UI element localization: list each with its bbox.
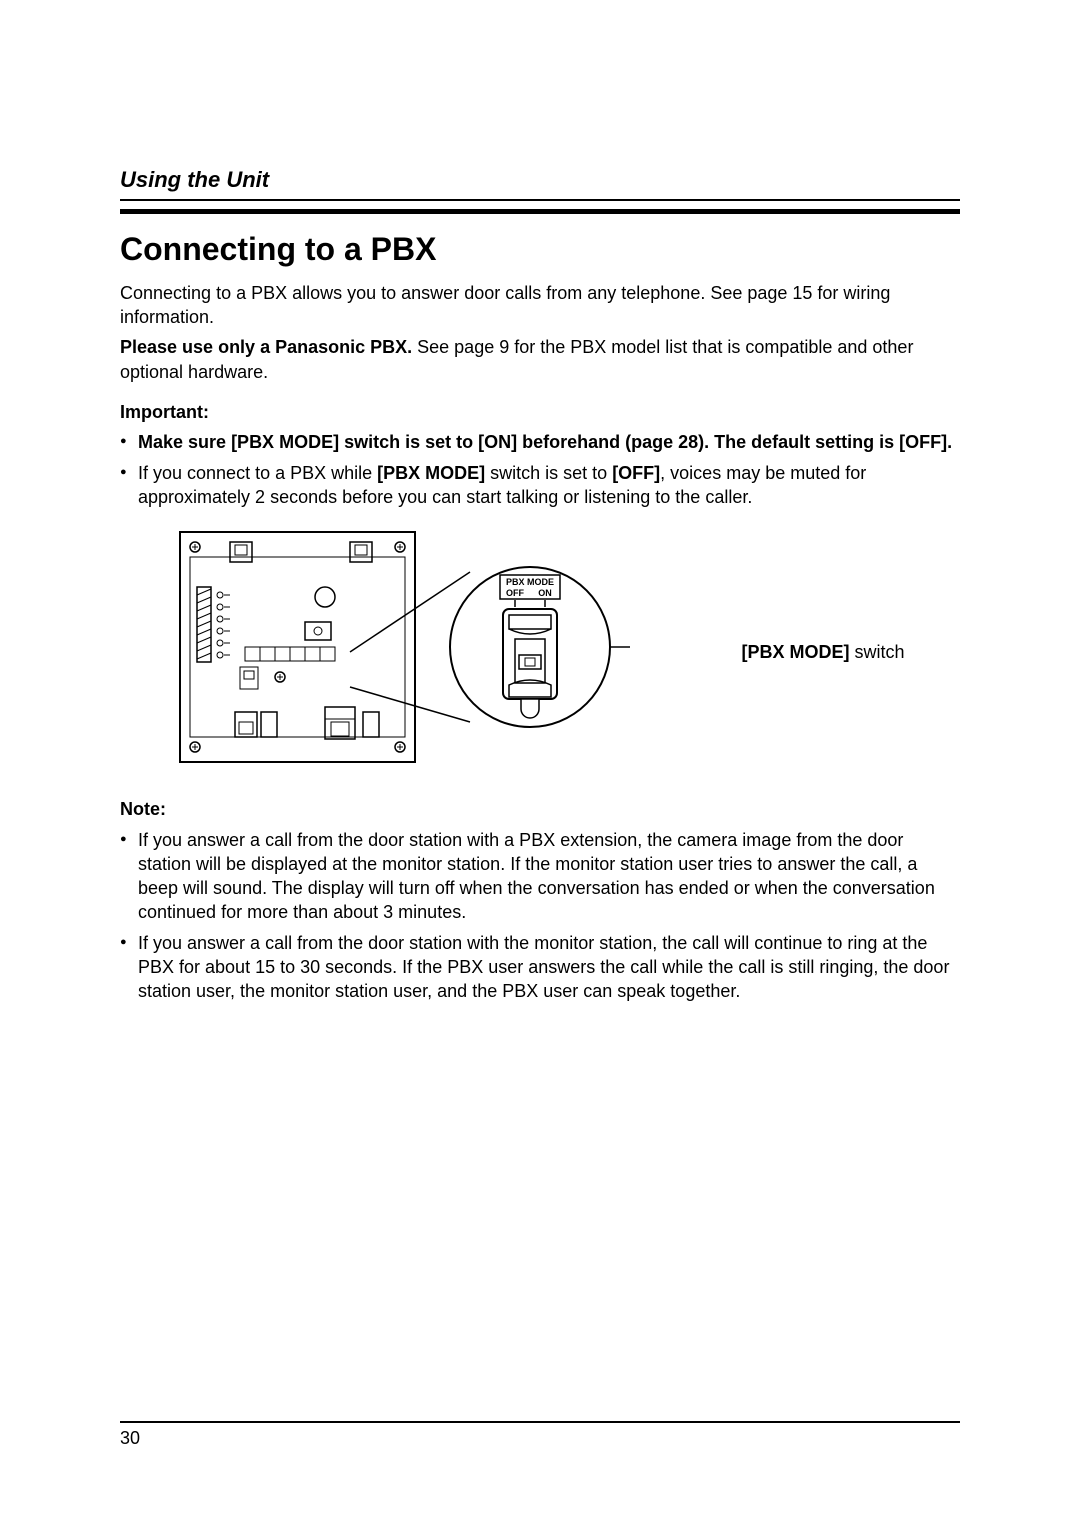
diagram-wrap: PBX MODE OFF ON [PBX MODE] switch (120, 527, 960, 777)
intro-paragraph-1: Connecting to a PBX allows you to answer… (120, 281, 960, 330)
document-page: Using the Unit Connecting to a PBX Conne… (0, 0, 1080, 1528)
intro-bold: Please use only a Panasonic PBX. (120, 337, 412, 357)
imp1-b2: [ON] (478, 432, 517, 452)
imp2-b1: [PBX MODE] (377, 463, 485, 483)
page-number: 30 (120, 1426, 140, 1450)
imp1-mid2: beforehand (page 28). The default settin… (517, 432, 899, 452)
pbx-diagram: PBX MODE OFF ON (175, 527, 735, 777)
imp2-b2: [OFF] (612, 463, 660, 483)
note-item-2: If you answer a call from the door stati… (120, 931, 960, 1004)
zoom-label-top: PBX MODE (506, 577, 554, 587)
thick-rule (120, 209, 960, 214)
note-label: Note: (120, 797, 960, 821)
important-item-2: If you connect to a PBX while [PBX MODE]… (120, 461, 960, 510)
important-item-1: Make sure [PBX MODE] switch is set to [O… (120, 430, 960, 454)
imp2-mid: switch is set to (485, 463, 612, 483)
callout-bold: [PBX MODE] (741, 642, 849, 662)
page-title: Connecting to a PBX (120, 228, 960, 271)
imp1-pre: Make sure (138, 432, 231, 452)
zoom-label-off: OFF (506, 588, 524, 598)
imp1-end: . (947, 432, 952, 452)
important-list: Make sure [PBX MODE] switch is set to [O… (120, 430, 960, 509)
diagram-callout: [PBX MODE] switch (741, 640, 904, 664)
intro-paragraph-2: Please use only a Panasonic PBX. See pag… (120, 335, 960, 384)
callout-rest: switch (849, 642, 904, 662)
imp1-b3: [OFF] (899, 432, 947, 452)
important-label: Important: (120, 400, 960, 424)
imp1-b1: [PBX MODE] (231, 432, 339, 452)
section-header: Using the Unit (120, 165, 960, 201)
imp1-mid: switch is set to (339, 432, 478, 452)
note-item-1: If you answer a call from the door stati… (120, 828, 960, 925)
note-list: If you answer a call from the door stati… (120, 828, 960, 1004)
imp2-pre: If you connect to a PBX while (138, 463, 377, 483)
zoom-label-on: ON (539, 588, 553, 598)
footer-rule (120, 1421, 960, 1423)
